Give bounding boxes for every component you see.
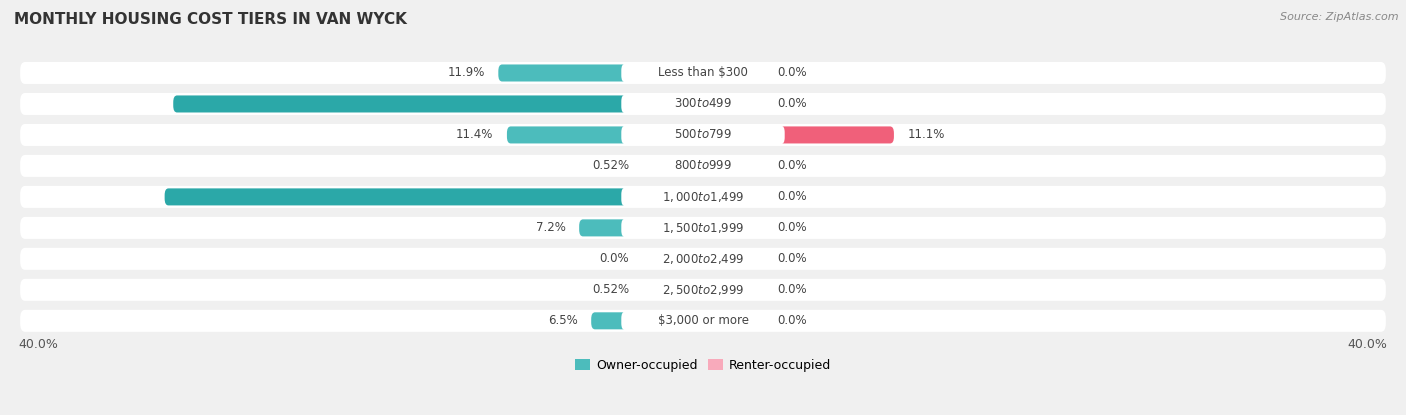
FancyBboxPatch shape bbox=[508, 127, 703, 144]
FancyBboxPatch shape bbox=[579, 220, 703, 237]
FancyBboxPatch shape bbox=[643, 250, 703, 267]
Text: 0.0%: 0.0% bbox=[778, 159, 807, 172]
Text: 11.1%: 11.1% bbox=[908, 129, 945, 142]
FancyBboxPatch shape bbox=[703, 250, 763, 267]
Text: Less than $300: Less than $300 bbox=[658, 66, 748, 80]
FancyBboxPatch shape bbox=[703, 157, 763, 174]
FancyBboxPatch shape bbox=[703, 312, 763, 330]
Text: 31.3%: 31.3% bbox=[110, 190, 150, 203]
Text: 0.0%: 0.0% bbox=[778, 252, 807, 265]
FancyBboxPatch shape bbox=[643, 157, 703, 174]
Text: 0.0%: 0.0% bbox=[778, 283, 807, 296]
FancyBboxPatch shape bbox=[20, 124, 1386, 146]
Text: 30.8%: 30.8% bbox=[118, 98, 159, 110]
FancyBboxPatch shape bbox=[703, 127, 894, 144]
FancyBboxPatch shape bbox=[703, 95, 763, 112]
FancyBboxPatch shape bbox=[621, 188, 785, 206]
FancyBboxPatch shape bbox=[703, 188, 763, 205]
Text: 0.0%: 0.0% bbox=[599, 252, 628, 265]
Text: 0.0%: 0.0% bbox=[778, 221, 807, 234]
FancyBboxPatch shape bbox=[20, 310, 1386, 332]
Text: 40.0%: 40.0% bbox=[1348, 339, 1388, 352]
FancyBboxPatch shape bbox=[621, 126, 785, 144]
Text: 7.2%: 7.2% bbox=[536, 221, 565, 234]
FancyBboxPatch shape bbox=[621, 312, 785, 330]
FancyBboxPatch shape bbox=[621, 249, 785, 268]
FancyBboxPatch shape bbox=[703, 281, 763, 298]
FancyBboxPatch shape bbox=[20, 93, 1386, 115]
Text: $500 to $799: $500 to $799 bbox=[673, 129, 733, 142]
FancyBboxPatch shape bbox=[621, 95, 785, 113]
FancyBboxPatch shape bbox=[20, 186, 1386, 208]
Text: MONTHLY HOUSING COST TIERS IN VAN WYCK: MONTHLY HOUSING COST TIERS IN VAN WYCK bbox=[14, 12, 406, 27]
FancyBboxPatch shape bbox=[703, 64, 763, 81]
Text: $1,000 to $1,499: $1,000 to $1,499 bbox=[662, 190, 744, 204]
Text: 40.0%: 40.0% bbox=[18, 339, 58, 352]
Text: 0.0%: 0.0% bbox=[778, 190, 807, 203]
Text: 0.0%: 0.0% bbox=[778, 314, 807, 327]
Text: 0.0%: 0.0% bbox=[778, 98, 807, 110]
Text: Source: ZipAtlas.com: Source: ZipAtlas.com bbox=[1281, 12, 1399, 22]
FancyBboxPatch shape bbox=[621, 63, 785, 82]
Text: 11.4%: 11.4% bbox=[456, 129, 494, 142]
FancyBboxPatch shape bbox=[20, 155, 1386, 177]
FancyBboxPatch shape bbox=[20, 248, 1386, 270]
FancyBboxPatch shape bbox=[621, 281, 785, 299]
Text: $800 to $999: $800 to $999 bbox=[673, 159, 733, 172]
FancyBboxPatch shape bbox=[20, 217, 1386, 239]
Text: $2,500 to $2,999: $2,500 to $2,999 bbox=[662, 283, 744, 297]
Text: 0.52%: 0.52% bbox=[592, 283, 628, 296]
FancyBboxPatch shape bbox=[20, 62, 1386, 84]
Text: 11.9%: 11.9% bbox=[447, 66, 485, 80]
Legend: Owner-occupied, Renter-occupied: Owner-occupied, Renter-occupied bbox=[569, 354, 837, 377]
Text: $300 to $499: $300 to $499 bbox=[673, 98, 733, 110]
FancyBboxPatch shape bbox=[621, 219, 785, 237]
FancyBboxPatch shape bbox=[591, 312, 703, 330]
FancyBboxPatch shape bbox=[621, 156, 785, 175]
Text: 0.52%: 0.52% bbox=[592, 159, 628, 172]
FancyBboxPatch shape bbox=[643, 281, 703, 298]
FancyBboxPatch shape bbox=[20, 279, 1386, 301]
FancyBboxPatch shape bbox=[498, 64, 703, 81]
Text: $3,000 or more: $3,000 or more bbox=[658, 314, 748, 327]
FancyBboxPatch shape bbox=[173, 95, 703, 112]
Text: 6.5%: 6.5% bbox=[548, 314, 578, 327]
Text: $1,500 to $1,999: $1,500 to $1,999 bbox=[662, 221, 744, 235]
FancyBboxPatch shape bbox=[165, 188, 703, 205]
Text: 0.0%: 0.0% bbox=[778, 66, 807, 80]
FancyBboxPatch shape bbox=[703, 220, 763, 237]
Text: $2,000 to $2,499: $2,000 to $2,499 bbox=[662, 252, 744, 266]
